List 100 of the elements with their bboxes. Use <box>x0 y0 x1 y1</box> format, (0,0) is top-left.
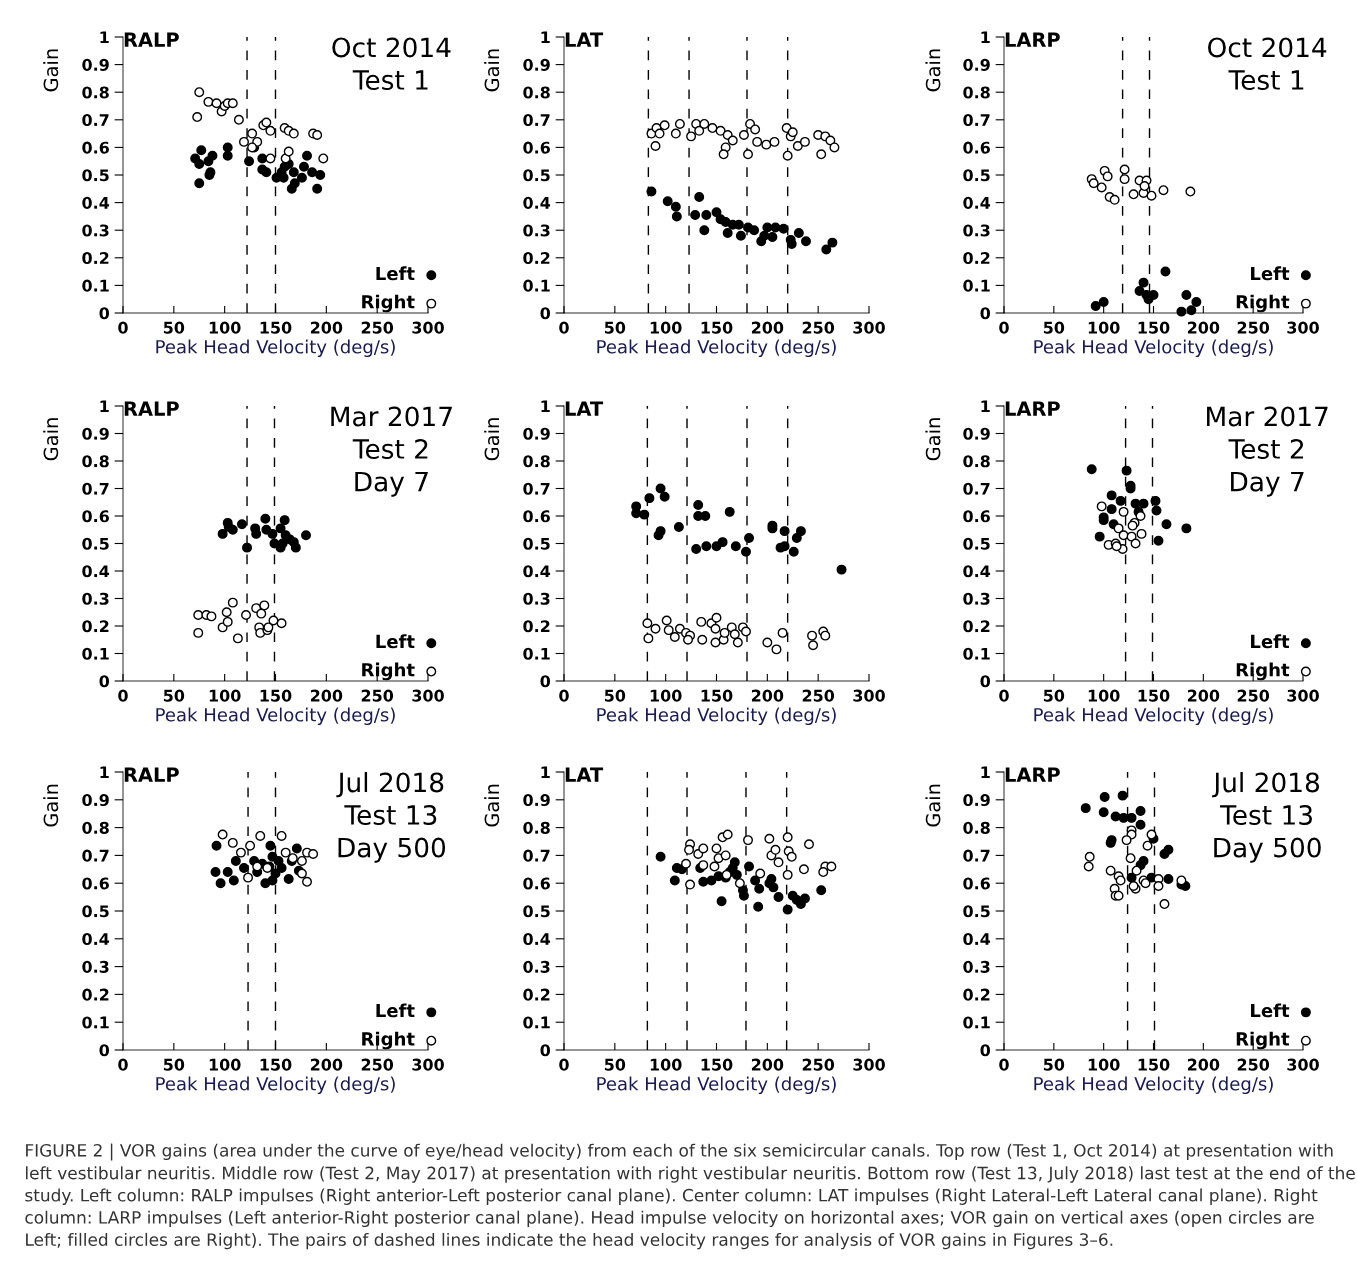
y-tick-label: 0.1 <box>523 279 550 292</box>
legend-label: Left <box>1251 1003 1290 1018</box>
y-tick-label: 0.9 <box>963 427 990 440</box>
y-tick-label: 0.4 <box>963 196 991 209</box>
y-tick-label: 0.2 <box>523 620 550 633</box>
x-axis-title: Peak Head Velocity (deg/s) <box>597 1076 836 1095</box>
chart-title: LAT <box>565 767 604 782</box>
y-tick-label: 0.4 <box>523 196 551 209</box>
x-axis-title: Peak Head Velocity (deg/s) <box>1034 707 1273 726</box>
y-tick-label: 0.6 <box>82 141 109 154</box>
legend-label: Right <box>362 1031 415 1050</box>
x-tick-label: 300 <box>853 1058 885 1071</box>
y-tick-label: 0.8 <box>963 86 990 99</box>
x-tick-label: 150 <box>1138 321 1170 334</box>
x-tick-label: 150 <box>260 321 292 334</box>
y-tick-label: 0.7 <box>523 114 550 127</box>
x-tick-label: 150 <box>1138 689 1170 702</box>
y-tick-label: 0.3 <box>82 960 109 973</box>
y-tick-label: 0.2 <box>523 252 550 265</box>
x-axis-title: Peak Head Velocity (deg/s) <box>1034 1076 1273 1095</box>
y-axis-title: Gain <box>484 418 500 461</box>
y-tick-label: 0.8 <box>963 821 990 834</box>
x-tick-label: 50 <box>604 689 626 702</box>
x-tick-label: 100 <box>209 1058 241 1071</box>
x-tick-label: 150 <box>1138 1058 1170 1071</box>
x-tick-label: 250 <box>802 321 835 334</box>
legend-label: Left <box>1251 266 1290 281</box>
y-tick-label: 0.9 <box>82 794 109 807</box>
y-tick-label: 0.6 <box>82 877 109 890</box>
legend-label: Left <box>376 634 415 649</box>
x-tick-label: 150 <box>260 1058 292 1071</box>
x-tick-label: 50 <box>163 689 185 702</box>
y-tick-label: 0.3 <box>963 592 990 605</box>
y-tick-label: 0.6 <box>82 510 109 523</box>
y-tick-label: 0.4 <box>82 933 110 946</box>
y-tick-label: 0.5 <box>523 905 550 918</box>
y-tick-label: 0.2 <box>82 988 109 1001</box>
caption: FIGURE 2 | VOR gains (area under the curve of eye/head velocity) from each of the six semicircular canals. Top row (Test 1, Oct 2014) at presentation with left vestibular neuritis. Middle row (Test 2, May 2017) at presentation with right vestibular neuritis. Bottom row (Test 13, July 2018) last test at the end of the study. Left column: RALP impulses (Right anterior-Left posterior canal plane). Center column: LAT impulses (Right Lateral-Left Lateral canal plane). Right column: LARP impulses (Left anterior-Right posterior canal plane). Head impulse velocity on horizontal axes; VOR gain on vertical axes (open circles are Left; filled circles are Right). The pairs of dashed lines indicate the head velocity ranges for analysis of VOR gains in Figures 3–6. <box>25 1143 1355 1250</box>
y-tick-label: 0.1 <box>963 279 990 292</box>
x-tick-label: 50 <box>1043 321 1065 334</box>
x-tick-label: 50 <box>604 1058 626 1071</box>
x-tick-label: 0 <box>999 689 1009 702</box>
y-tick-label: 0.7 <box>523 849 550 862</box>
y-tick-label: 0 <box>980 1044 991 1057</box>
x-tick-label: 200 <box>751 321 784 334</box>
x-tick-label: 150 <box>260 689 292 702</box>
x-axis-title: Peak Head Velocity (deg/s) <box>597 707 836 726</box>
x-tick-label: 0 <box>118 321 128 334</box>
legend-label: Right <box>1236 662 1290 681</box>
chart-title: LARP <box>1005 767 1060 782</box>
x-tick-label: 0 <box>559 1058 569 1071</box>
y-tick-label: 0.7 <box>82 849 109 862</box>
x-tick-label: 250 <box>1237 689 1270 702</box>
x-tick-label: 300 <box>412 321 444 334</box>
y-tick-label: 0.8 <box>523 86 550 99</box>
legend-label: Left <box>376 1003 415 1018</box>
legend-label: Left <box>1251 634 1290 649</box>
y-tick-label: 0.8 <box>963 455 990 468</box>
x-tick-label: 250 <box>802 689 835 702</box>
y-tick-label: 0.6 <box>963 877 990 890</box>
x-tick-label: 100 <box>209 321 241 334</box>
x-tick-label: 0 <box>559 689 569 702</box>
x-axis-title: Peak Head Velocity (deg/s) <box>156 1076 395 1095</box>
x-tick-label: 300 <box>853 689 885 702</box>
y-tick-label: 0.1 <box>963 1016 990 1029</box>
x-tick-label: 100 <box>1088 689 1120 702</box>
y-tick-label: 0.8 <box>82 455 109 468</box>
y-tick-label: 0.5 <box>523 169 550 182</box>
x-tick-label: 50 <box>1043 1058 1065 1071</box>
x-tick-label: 300 <box>1287 1058 1319 1071</box>
y-tick-label: 0.5 <box>82 537 109 550</box>
x-tick-label: 200 <box>1187 1058 1220 1071</box>
x-tick-label: 100 <box>1088 321 1120 334</box>
y-tick-label: 0.7 <box>963 482 990 495</box>
chart-title: LARP <box>1005 32 1060 47</box>
y-axis-title: Gain <box>484 784 500 827</box>
x-tick-label: 200 <box>310 321 343 334</box>
y-tick-label: 0.2 <box>82 252 109 265</box>
y-tick-label: 0.5 <box>523 537 550 550</box>
y-tick-label: 0.5 <box>963 537 990 550</box>
y-tick-label: 0.6 <box>523 877 550 890</box>
y-tick-label: 1 <box>100 31 109 44</box>
y-tick-label: 1 <box>100 766 109 779</box>
x-tick-label: 200 <box>310 1058 343 1071</box>
annotation: Oct 2014 Test 1 <box>1208 37 1327 90</box>
y-tick-label: 0.7 <box>523 482 550 495</box>
legend-label: Left <box>376 266 415 281</box>
y-tick-label: 0.6 <box>963 141 990 154</box>
y-tick-label: 0.4 <box>82 565 110 578</box>
x-tick-label: 200 <box>751 689 784 702</box>
x-tick-label: 50 <box>1043 689 1065 702</box>
annotation: Mar 2017 Test 2 Day 7 <box>1207 406 1328 497</box>
y-tick-label: 0.1 <box>82 647 109 660</box>
legend-label: Right <box>1236 294 1290 313</box>
chart-title: RALP <box>124 767 179 782</box>
x-tick-label: 100 <box>650 689 682 702</box>
chart-title: LARP <box>1005 401 1060 416</box>
y-tick-label: 0.2 <box>963 988 990 1001</box>
x-tick-label: 300 <box>412 689 444 702</box>
y-tick-label: 0.9 <box>523 794 550 807</box>
